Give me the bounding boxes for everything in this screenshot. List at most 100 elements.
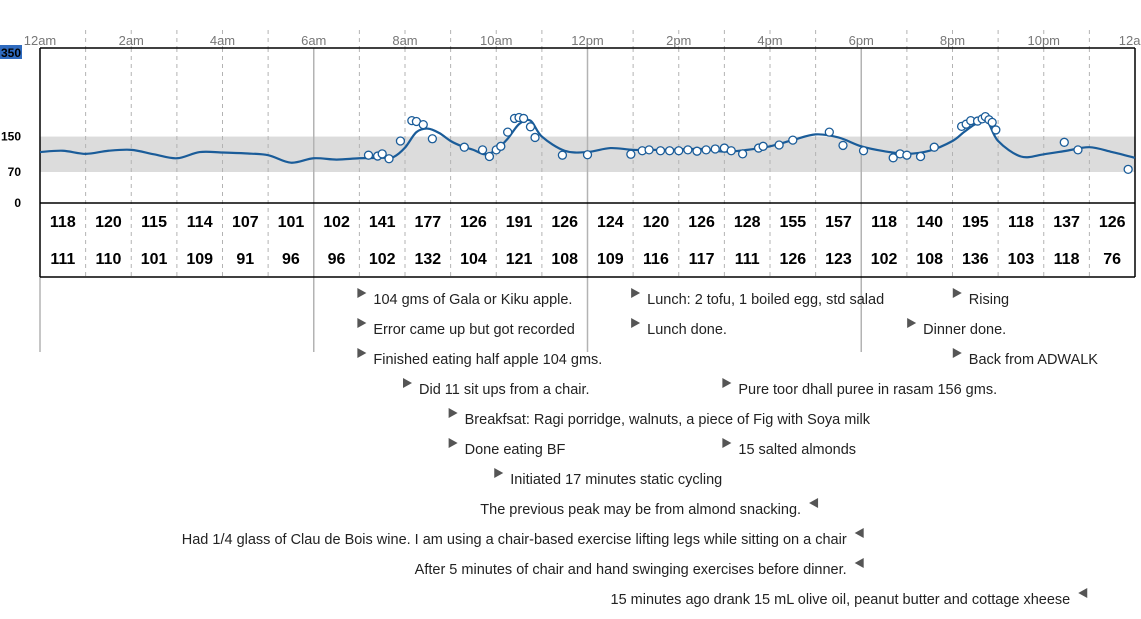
note-pointer-icon	[809, 498, 819, 508]
reading-marker	[655, 146, 666, 156]
event-note[interactable]: Finished eating half apple 104 gms.	[357, 348, 602, 368]
hour-max-value: 126	[551, 214, 578, 231]
y-tick-label: 150	[1, 130, 21, 144]
hour-max-value: 140	[916, 214, 943, 231]
hour-max-value: 126	[1099, 214, 1126, 231]
note-text: Did 11 sit ups from a chair.	[419, 382, 590, 398]
note-text: 15 salted almonds	[738, 442, 856, 458]
hour-max-value: 118	[871, 214, 897, 231]
hour-max-value: 128	[734, 214, 761, 231]
x-tick-label: 10am	[480, 33, 513, 48]
hour-max-value: 191	[506, 214, 533, 231]
reading-marker	[525, 122, 536, 132]
reading-marker	[692, 146, 702, 156]
hour-max-value: 118	[50, 214, 76, 231]
reading-marker	[1123, 164, 1133, 174]
note-text: Initiated 17 minutes static cycling	[510, 472, 722, 488]
hour-max-value: 120	[643, 214, 670, 231]
hour-max-value: 155	[779, 214, 806, 231]
note-pointer-icon	[631, 288, 641, 298]
note-pointer-icon	[722, 378, 732, 388]
y-max-highlight	[0, 45, 22, 59]
note-pointer-icon	[722, 438, 732, 448]
event-note[interactable]: Rising	[952, 288, 1009, 308]
note-text: Breakfsat: Ragi porridge, walnuts, a pie…	[465, 412, 871, 428]
reading-marker	[710, 144, 720, 154]
reading-marker	[683, 145, 693, 155]
reading-marker	[737, 149, 748, 159]
event-note[interactable]: Done eating BF	[448, 438, 566, 458]
glucose-reading-markers	[363, 111, 1133, 174]
hour-min-value: 91	[236, 251, 254, 268]
note-text: Had 1/4 glass of Clau de Bois wine. I am…	[182, 532, 847, 548]
x-tick-label: 10pm	[1027, 33, 1060, 48]
hour-min-value: 109	[186, 251, 213, 268]
reading-marker	[1073, 145, 1083, 155]
hour-min-value: 102	[871, 251, 898, 268]
hour-max-value: 177	[414, 214, 441, 231]
reading-marker	[530, 132, 540, 143]
hour-max-value: 126	[460, 214, 487, 231]
note-pointer-icon	[854, 528, 864, 538]
hour-gridlines	[39, 30, 1090, 352]
hour-min-value: 117	[689, 251, 715, 268]
reading-marker	[582, 150, 593, 160]
reading-marker	[929, 142, 939, 152]
y-tick-label: 0	[14, 196, 21, 210]
event-note[interactable]: 15 minutes ago drank 15 mL olive oil, pe…	[611, 588, 1088, 608]
y-tick-label: 70	[8, 165, 22, 179]
x-tick-label: 2pm	[666, 33, 691, 48]
event-note[interactable]: Had 1/4 glass of Clau de Bois wine. I am…	[182, 528, 864, 548]
event-note[interactable]: Did 11 sit ups from a chair.	[403, 378, 590, 398]
event-note[interactable]: Lunch done.	[631, 318, 727, 338]
reading-marker	[557, 150, 568, 160]
event-note[interactable]: Error came up but got recorded	[357, 318, 575, 338]
x-tick-label: 12am	[1119, 33, 1141, 48]
hour-min-value: 126	[779, 251, 806, 268]
reading-marker	[858, 146, 869, 156]
event-note[interactable]: Dinner done.	[907, 318, 1006, 338]
reading-marker	[427, 134, 438, 144]
hour-min-value: 111	[735, 251, 760, 268]
x-tick-label: 8pm	[940, 33, 965, 48]
reading-marker	[824, 127, 834, 137]
reading-marker	[838, 140, 848, 151]
hour-min-value: 108	[551, 251, 578, 268]
event-note[interactable]: Back from ADWALK	[952, 348, 1099, 368]
hour-max-value: 114	[187, 214, 213, 231]
event-note[interactable]: Initiated 17 minutes static cycling	[494, 468, 722, 488]
event-note[interactable]: After 5 minutes of chair and hand swingi…	[415, 558, 864, 578]
x-tick-label: 6pm	[849, 33, 874, 48]
note-text: After 5 minutes of chair and hand swingi…	[415, 562, 847, 578]
y-max-label: 350	[1, 46, 21, 60]
event-note[interactable]: 15 salted almonds	[722, 438, 856, 458]
note-pointer-icon	[854, 558, 864, 568]
reading-marker	[701, 145, 711, 155]
event-note[interactable]: Pure toor dhall puree in rasam 156 gms.	[722, 378, 997, 398]
note-pointer-icon	[357, 318, 367, 328]
event-note[interactable]: The previous peak may be from almond sna…	[480, 498, 819, 518]
event-note[interactable]: Breakfsat: Ragi porridge, walnuts, a pie…	[448, 408, 871, 428]
note-pointer-icon	[952, 348, 962, 358]
x-tick-label: 2am	[119, 33, 144, 48]
reading-marker	[484, 151, 495, 162]
note-pointer-icon	[494, 468, 504, 478]
note-text: Back from ADWALK	[969, 352, 1099, 368]
hour-min-value: 101	[141, 251, 168, 268]
event-note[interactable]: 104 gms of Gala or Kiku apple.	[357, 288, 572, 308]
x-tick-label: 4pm	[757, 33, 782, 48]
note-text: Lunch done.	[647, 322, 727, 338]
note-text: 15 minutes ago drank 15 mL olive oil, pe…	[611, 592, 1071, 608]
hour-max-value: 115	[141, 214, 167, 231]
hour-min-value: 102	[369, 251, 396, 268]
reading-marker	[418, 119, 428, 130]
event-notes[interactable]: 104 gms of Gala or Kiku apple. Lunch: 2 t…	[182, 288, 1099, 608]
hour-min-value: 109	[597, 251, 624, 268]
hour-max-value: 120	[95, 214, 122, 231]
hour-max-value: 118	[1008, 214, 1034, 231]
y-axis-tick-labels: 350 0 70 150	[0, 45, 22, 210]
hour-min-value: 118	[1054, 251, 1080, 268]
reading-marker	[888, 153, 898, 163]
event-note[interactable]: Lunch: 2 tofu, 1 boiled egg, std salad	[631, 288, 884, 308]
